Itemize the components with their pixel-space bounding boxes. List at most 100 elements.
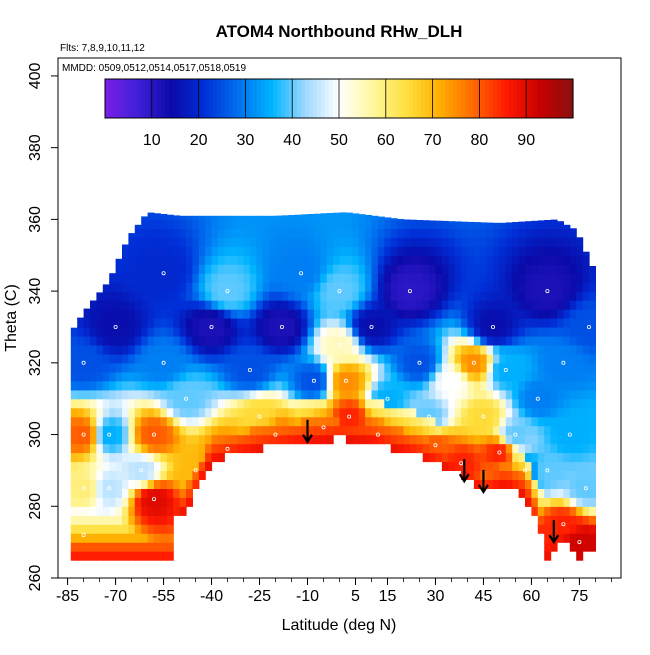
heatmap-cell	[77, 452, 85, 463]
heatmap-cell	[147, 461, 155, 471]
heatmap-cell	[179, 291, 187, 301]
heatmap-cell	[550, 300, 558, 310]
heatmap-cell	[186, 452, 193, 463]
heatmap-cell	[281, 215, 289, 220]
heatmap-cell	[83, 407, 91, 418]
heatmap-cell	[403, 291, 411, 301]
heatmap-cell	[224, 215, 232, 220]
heatmap-cell	[544, 407, 552, 418]
heatmap-cell	[147, 389, 155, 400]
heatmap-cell	[582, 353, 590, 364]
heatmap-cell	[96, 292, 104, 301]
colorbar-swatch	[145, 79, 150, 118]
heatmap-cell	[70, 380, 78, 391]
heatmap-cell	[435, 237, 443, 247]
heatmap-cell	[467, 362, 475, 373]
heatmap-cell	[422, 380, 430, 391]
heatmap-cell	[166, 398, 174, 409]
heatmap-cell	[537, 470, 545, 480]
heatmap-cell	[192, 273, 200, 283]
heatmap-cell	[512, 222, 520, 229]
heatmap-cell	[96, 524, 104, 534]
colorbar-swatch	[317, 79, 322, 118]
heatmap-cell	[390, 282, 398, 292]
heatmap-cell	[416, 443, 424, 454]
heatmap-cell	[537, 416, 545, 427]
heatmap-cell	[192, 344, 200, 355]
heatmap-cell	[147, 425, 155, 436]
heatmap-cell	[198, 335, 206, 346]
heatmap-cell	[179, 443, 187, 454]
heatmap-cell	[345, 416, 353, 427]
colorbar-swatch	[449, 79, 454, 118]
heatmap-cell	[134, 318, 142, 328]
heatmap-cell	[128, 246, 136, 256]
heatmap-cell	[582, 398, 590, 409]
colorbar-swatch	[473, 79, 478, 118]
heatmap-cell	[358, 219, 366, 229]
heatmap-cell	[281, 309, 289, 319]
heatmap-cell	[320, 425, 328, 436]
heatmap-cell	[550, 479, 558, 489]
heatmap-cell	[576, 255, 584, 265]
heatmap-cell	[160, 237, 168, 247]
heatmap-cell	[256, 228, 264, 238]
heatmap-cell	[569, 282, 577, 292]
heatmap-cell	[301, 434, 309, 445]
heatmap-cell	[377, 309, 385, 319]
heatmap-cell	[160, 335, 168, 346]
heatmap-cell	[454, 407, 462, 418]
heatmap-cell	[186, 398, 193, 409]
x-axis-label: Latitude (deg N)	[282, 617, 397, 634]
heatmap-cell	[134, 224, 142, 229]
heatmap-cell	[333, 264, 341, 274]
heatmap-cell	[358, 300, 366, 310]
heatmap-cell	[122, 264, 129, 274]
heatmap-cell	[237, 255, 245, 265]
heatmap-cell	[262, 255, 270, 265]
heatmap-cell	[435, 353, 443, 364]
heatmap-cell	[550, 264, 558, 274]
heatmap-cell	[531, 282, 539, 292]
heatmap-cell	[109, 488, 117, 498]
heatmap-cell	[96, 425, 104, 436]
sample-point	[433, 443, 438, 448]
heatmap-cell	[128, 344, 136, 355]
heatmap-cell	[429, 309, 437, 319]
heatmap-cell	[192, 353, 200, 364]
heatmap-cell	[249, 443, 257, 454]
heatmap-cell	[441, 255, 449, 265]
heatmap-cell	[288, 309, 296, 319]
heatmap-cell	[237, 237, 245, 247]
heatmap-cell	[339, 219, 347, 229]
heatmap-cell	[403, 371, 411, 382]
heatmap-cell	[576, 506, 584, 516]
sample-point	[161, 360, 166, 365]
heatmap-cell	[371, 371, 379, 382]
heatmap-cell	[294, 398, 302, 409]
heatmap-cell	[243, 371, 251, 382]
heatmap-cell	[409, 255, 417, 265]
heatmap-cell	[102, 443, 110, 454]
heatmap-cell	[90, 515, 97, 525]
heatmap-cell	[115, 524, 123, 534]
heatmap-cell	[313, 344, 321, 355]
heatmap-cell	[397, 335, 405, 346]
sample-point	[407, 289, 412, 294]
heatmap-cell	[569, 488, 577, 498]
heatmap-cell	[186, 488, 193, 498]
heatmap-cell	[403, 237, 411, 247]
heatmap-cell	[205, 327, 213, 337]
heatmap-cell	[531, 327, 539, 337]
heatmap-cell	[531, 371, 539, 382]
colorbar-swatch	[201, 79, 206, 118]
heatmap-cell	[576, 533, 584, 543]
colorbar-swatch	[521, 79, 526, 118]
colorbar-swatch	[357, 79, 362, 118]
heatmap-cell	[525, 407, 532, 418]
heatmap-cell	[557, 362, 564, 373]
heatmap-cell	[281, 398, 289, 409]
heatmap-cell	[441, 264, 449, 274]
heatmap-cell	[589, 425, 596, 436]
heatmap-cell	[377, 219, 385, 229]
